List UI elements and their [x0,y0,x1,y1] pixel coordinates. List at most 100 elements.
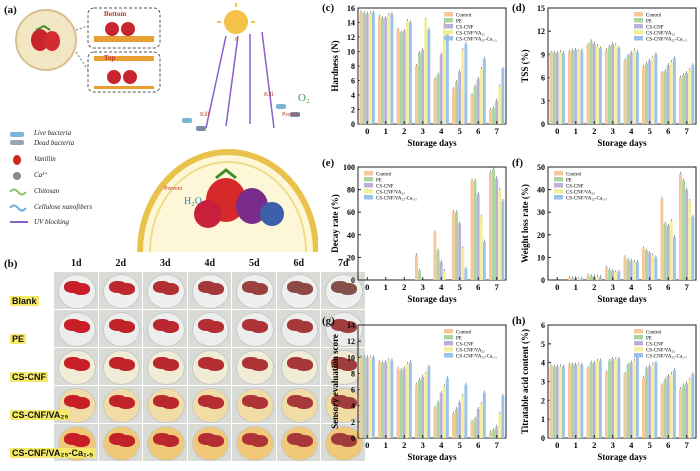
o2-label: O₂ [298,92,310,104]
strawberry [242,357,261,369]
h2o-label: H₂O [184,196,202,207]
bar [678,77,682,124]
bar [682,180,685,280]
legend-label: CS-CNF/VA₂₅-Ca₁.₅ [646,354,687,359]
strawberry [197,281,216,293]
day-header-5d: 5d [248,258,260,269]
legend-label: CS-CNF [456,25,474,30]
y-tick-label: 0 [351,434,355,443]
bar [691,373,695,438]
bar [678,173,682,280]
bar [414,255,418,280]
bar [598,276,602,280]
y-tick-label: 4 [351,402,355,411]
x-tick-label: 3 [611,440,615,450]
bar [672,58,676,125]
bar [635,357,639,438]
bar [635,261,639,280]
bar [461,396,465,438]
legend-swatch [554,189,563,194]
kill-label-1: Kill [200,112,210,118]
bar [598,360,602,438]
legend-swatch [444,341,453,346]
bar [479,404,483,438]
photo-cell [321,348,365,385]
bar [488,431,492,438]
x-tick-label: 4 [629,440,634,450]
legend-swatch [444,12,453,17]
legend-live-bacteria: Live bacteria [34,129,72,137]
bar [654,257,658,280]
legend-swatch [634,36,643,41]
legend-label: CS-CNF/VA₂₅ [646,31,675,36]
bar [552,366,556,438]
x-tick-label: 1 [574,126,578,136]
bar [408,362,412,438]
bar [589,275,593,280]
bar [608,46,611,124]
strawberry [286,433,305,445]
bar [371,12,375,125]
bar [682,75,685,124]
strawberry [242,395,261,407]
panel-letter-d: (d) [512,2,526,14]
bar [617,272,621,280]
y-axis-label: Decay rate (%) [330,194,340,252]
y-tick-label: 3 [541,378,545,387]
strawberry [108,357,127,369]
plot-frame [357,324,507,439]
x-tick-label: 7 [685,126,690,136]
x-tick-label: 4 [439,440,444,450]
x-tick-label: 5 [648,282,652,292]
legend-label: PE [566,178,572,183]
row-label: CS-CNF/VA₂₅ [10,410,71,420]
x-tick-label: 4 [439,282,444,292]
bar [482,241,486,280]
y-tick-label: 0 [541,434,545,443]
legend-label: CS-CNF [646,342,664,347]
strawberry [153,319,172,331]
x-tick-label: 2 [402,440,406,450]
row-label: CS-CNF/VA₂₅-Ca₁.₅ [10,448,96,458]
photo-cell [276,348,320,385]
x-tick-label: 7 [495,126,500,136]
legend-label: CS-CNF/VA₂₅ [376,190,405,195]
bar [470,421,474,438]
bar [408,22,412,124]
legend-label: PE [646,19,652,24]
panel-letter-b: (b) [4,258,18,270]
bar [371,357,375,438]
legend-label: CS-CNF [456,342,474,347]
bar [663,71,667,124]
y-axis-label: TSS (%) [520,49,530,82]
bar [479,216,483,280]
strawberry [153,433,172,445]
bar [688,200,692,280]
bar [390,13,394,124]
photo-cell [276,310,320,347]
bar [362,357,366,438]
x-axis-label: Storage days [407,452,457,462]
strawberry [242,433,261,445]
bar [436,74,440,124]
bar [492,169,495,280]
bar [359,357,363,438]
bar [648,252,652,280]
bar [458,71,462,124]
y-tick-label: 5 [541,340,545,349]
bar [626,55,630,124]
strawberry [331,357,350,369]
y-tick-label: 50 [537,163,545,172]
strawberry [64,319,83,331]
bar [558,366,562,438]
bar [399,370,403,438]
legend-swatch [364,177,373,182]
panel-b-photo-grid: (b) 1d 2d 3d 4d 5d 6d 7d Blank PE CS-CNF CS-CNF/VA… [0,258,365,471]
strawberry [64,433,83,445]
x-tick-label: 2 [402,282,406,292]
legend-uv-blocking: UV blocking [34,218,70,226]
y-tick-label: 0 [541,276,545,285]
bar [433,232,437,280]
bar [611,358,615,438]
photo-cell [143,386,187,423]
